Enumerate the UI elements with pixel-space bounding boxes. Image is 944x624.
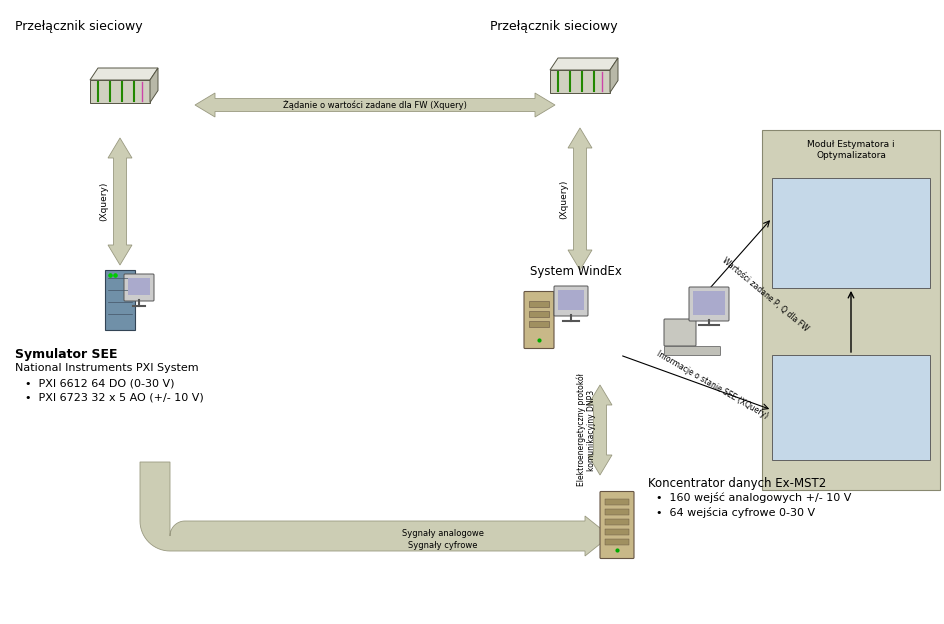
- FancyBboxPatch shape: [771, 355, 929, 460]
- FancyBboxPatch shape: [523, 291, 553, 348]
- Polygon shape: [587, 385, 612, 475]
- Text: Estymacja stanu SEE: Estymacja stanu SEE: [799, 402, 902, 412]
- Text: (Xquery): (Xquery): [99, 182, 109, 221]
- Text: Przełącznik sieciowy: Przełącznik sieciowy: [15, 20, 143, 33]
- Text: •  64 wejścia cyfrowe 0-30 V: • 64 wejścia cyfrowe 0-30 V: [655, 507, 815, 518]
- Polygon shape: [549, 58, 617, 70]
- Polygon shape: [90, 68, 158, 80]
- Polygon shape: [549, 70, 610, 92]
- Text: Elektroenergetyczny protokół
komunikacyjny DNP3: Elektroenergetyczny protokół komunikacyj…: [576, 374, 596, 487]
- Text: Optymalizacja FW: Optymalizacja FW: [806, 228, 894, 238]
- Text: Moduł Estymatora i
Optymalizatora: Moduł Estymatora i Optymalizatora: [806, 140, 894, 160]
- Text: System WindEx: System WindEx: [530, 265, 621, 278]
- FancyBboxPatch shape: [692, 291, 724, 315]
- FancyBboxPatch shape: [529, 321, 548, 326]
- Text: •  160 wejść analogowych +/- 10 V: • 160 wejść analogowych +/- 10 V: [655, 492, 851, 503]
- FancyBboxPatch shape: [771, 178, 929, 288]
- FancyBboxPatch shape: [105, 270, 135, 330]
- Text: Symulator SEE: Symulator SEE: [15, 348, 117, 361]
- Polygon shape: [108, 138, 132, 265]
- Polygon shape: [150, 68, 158, 102]
- Polygon shape: [194, 93, 554, 117]
- FancyBboxPatch shape: [761, 130, 939, 490]
- Text: Sygnały cyfrowe: Sygnały cyfrowe: [407, 540, 477, 550]
- Text: Informacje o stanie SEE (XQuery): Informacje o stanie SEE (XQuery): [654, 349, 768, 421]
- FancyBboxPatch shape: [604, 519, 629, 525]
- FancyBboxPatch shape: [604, 539, 629, 545]
- FancyBboxPatch shape: [604, 529, 629, 535]
- FancyBboxPatch shape: [664, 346, 719, 356]
- Text: Żądanie o wartości zadane dla FW (Xquery): Żądanie o wartości zadane dla FW (Xquery…: [283, 100, 466, 110]
- Polygon shape: [90, 80, 150, 102]
- Text: Sygnały analogowe: Sygnały analogowe: [401, 529, 483, 537]
- Text: •  PXI 6723 32 x 5 AO (+/- 10 V): • PXI 6723 32 x 5 AO (+/- 10 V): [25, 393, 204, 403]
- Text: (Xquery): (Xquery): [559, 179, 568, 218]
- FancyBboxPatch shape: [599, 492, 633, 558]
- FancyBboxPatch shape: [529, 301, 548, 306]
- FancyBboxPatch shape: [529, 311, 548, 316]
- Text: •  PXI 6612 64 DO (0-30 V): • PXI 6612 64 DO (0-30 V): [25, 378, 175, 388]
- FancyBboxPatch shape: [604, 499, 629, 504]
- FancyBboxPatch shape: [557, 290, 583, 310]
- FancyBboxPatch shape: [127, 278, 150, 295]
- Polygon shape: [140, 462, 610, 556]
- Text: Wartości zadane P, Q dla FW: Wartości zadane P, Q dla FW: [719, 256, 809, 334]
- Text: Koncentrator danych Ex-MST2: Koncentrator danych Ex-MST2: [648, 477, 825, 490]
- Polygon shape: [567, 128, 591, 270]
- FancyBboxPatch shape: [604, 509, 629, 515]
- FancyBboxPatch shape: [664, 319, 696, 346]
- Text: National Instruments PXI System: National Instruments PXI System: [15, 363, 198, 373]
- FancyBboxPatch shape: [688, 287, 728, 321]
- Text: Przełącznik sieciowy: Przełącznik sieciowy: [490, 20, 617, 33]
- FancyBboxPatch shape: [124, 274, 154, 301]
- FancyBboxPatch shape: [553, 286, 587, 316]
- Polygon shape: [610, 58, 617, 92]
